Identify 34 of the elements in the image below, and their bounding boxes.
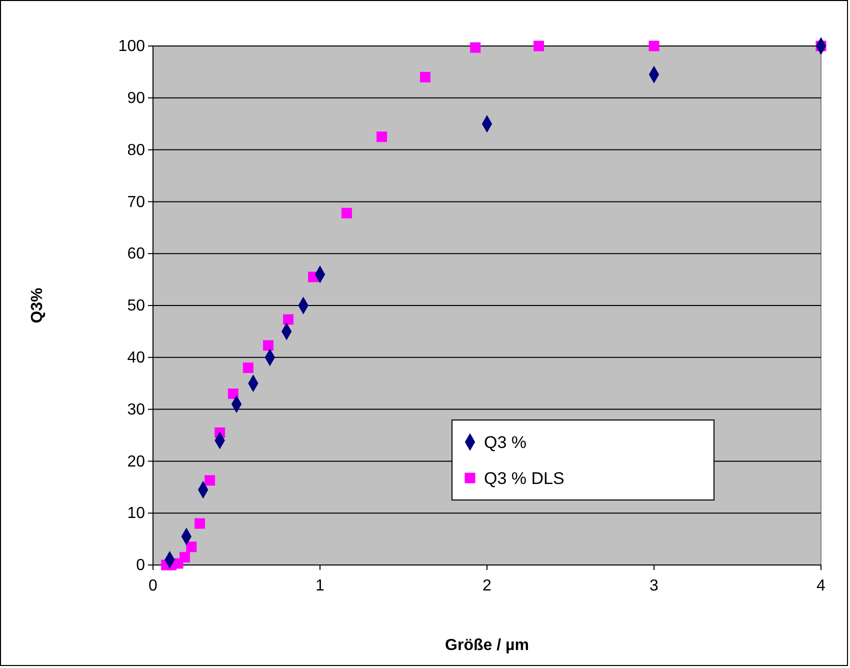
y-tick-label: 70 <box>127 194 146 211</box>
point <box>648 40 660 52</box>
y-tick-label: 40 <box>127 350 146 367</box>
point <box>204 475 216 486</box>
point <box>194 518 206 529</box>
y-tick-label: 90 <box>127 90 146 108</box>
point <box>470 42 481 53</box>
legend-label: Q3 % DLS <box>484 469 564 488</box>
y-tick-label: 60 <box>127 246 146 263</box>
point <box>534 40 544 52</box>
point <box>179 552 190 562</box>
point <box>283 314 294 325</box>
x-tick-label: 4 <box>816 578 826 595</box>
y-tick-label: 100 <box>118 38 146 56</box>
y-tick-label: 30 <box>127 401 146 418</box>
x-tick-label: 0 <box>148 578 158 595</box>
y-tick-label: 80 <box>127 142 146 159</box>
y-tick-label: 10 <box>127 505 146 522</box>
x-tick-label: 3 <box>650 578 659 595</box>
y-tick-label: 20 <box>127 453 146 470</box>
point <box>186 542 197 552</box>
x-tick-label: 2 <box>482 578 492 595</box>
point <box>262 340 274 351</box>
y-axis-title: Q3% <box>29 288 46 324</box>
point <box>376 132 388 142</box>
y-tick-label: 0 <box>136 557 146 574</box>
point <box>228 388 238 399</box>
point <box>242 362 254 374</box>
point <box>341 208 352 218</box>
point <box>420 72 430 82</box>
y-tick-label: 50 <box>127 298 146 315</box>
legend-label: Q3 % <box>484 433 527 452</box>
x-axis-title: Größe / µm <box>445 637 529 654</box>
x-tick-label: 1 <box>316 578 325 595</box>
